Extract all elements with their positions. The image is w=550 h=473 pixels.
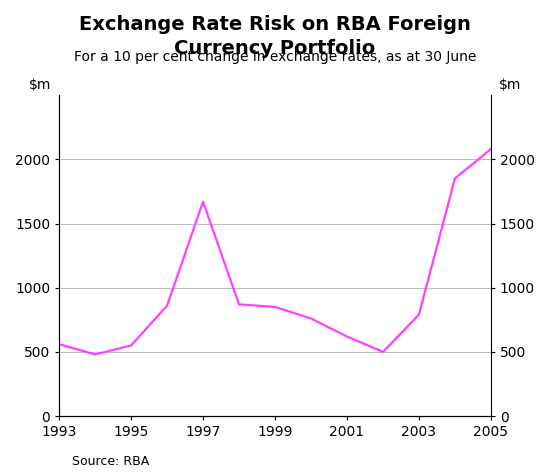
Text: $m: $m [29, 78, 51, 92]
Text: $m: $m [499, 78, 521, 92]
Text: For a 10 per cent change in exchange rates, as at 30 June: For a 10 per cent change in exchange rat… [74, 50, 476, 64]
Title: Exchange Rate Risk on RBA Foreign
Currency Portfolio: Exchange Rate Risk on RBA Foreign Curren… [79, 15, 471, 58]
Text: Source: RBA: Source: RBA [72, 455, 148, 468]
